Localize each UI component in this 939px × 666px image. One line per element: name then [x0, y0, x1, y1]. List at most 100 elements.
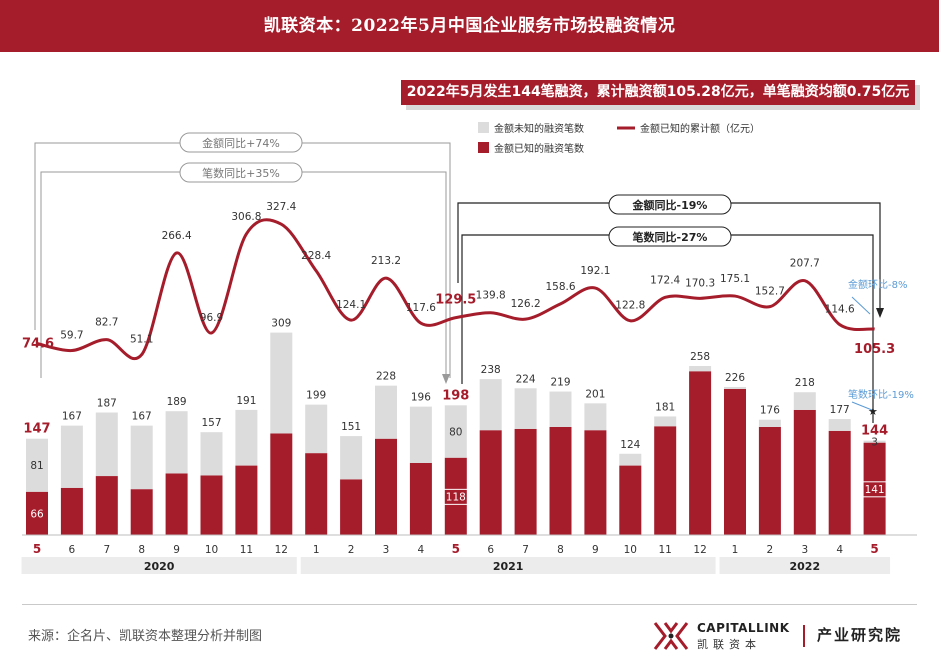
legend-amount-label: 金额已知的累计额（亿元）	[640, 122, 760, 135]
amount-line-layer	[36, 218, 875, 360]
summary-banner: 2022年5月发生144笔融资，累计融资额105.28亿元，单笔融资均额0.75…	[401, 80, 915, 105]
brand-block: CAPITALLINK 凯联资本 产业研究院	[651, 619, 921, 653]
bar-unknown	[340, 436, 363, 480]
x-tick-label: 7	[522, 544, 529, 556]
total-label: 228	[376, 371, 396, 383]
yoy-amount-2022-arrowhead	[876, 308, 884, 318]
yoy-count-2021-pill	[179, 162, 303, 183]
x-tick-label: 10	[624, 544, 637, 556]
amount-label: 139.8	[476, 290, 506, 302]
legend-known-swatch	[478, 142, 489, 153]
x-tick-label: 1	[732, 544, 739, 556]
x-tick-label: 3	[383, 544, 390, 556]
amount-label: 207.7	[790, 258, 820, 270]
total-label: 199	[306, 390, 326, 402]
total-label: 196	[411, 392, 431, 404]
x-tick-label: 10	[205, 544, 218, 556]
bar-unknown	[235, 409, 258, 466]
x-tick-label: 3	[801, 544, 808, 556]
amount-label: 129.5	[435, 293, 476, 308]
bar-unknown	[549, 391, 572, 427]
legend-known-label: 金额已知的融资笔数	[494, 142, 584, 155]
mom-count-star: ★	[868, 405, 878, 418]
bar-known	[270, 433, 293, 535]
total-label: 176	[760, 405, 780, 417]
amount-label: 96.9	[200, 312, 223, 324]
legend-unknown-swatch	[478, 122, 489, 133]
total-label: 167	[132, 411, 152, 423]
amount-label: 152.7	[755, 286, 785, 298]
total-label: 309	[271, 318, 291, 330]
bar-known	[828, 430, 851, 535]
bar-known	[95, 476, 118, 535]
bar-known	[130, 489, 153, 535]
source-note: 来源：企名片、凯联资本整理分析并制图	[28, 629, 263, 644]
bar-unknown	[26, 438, 48, 492]
year-band	[21, 557, 297, 574]
total-label: 151	[341, 421, 361, 433]
x-tick-label: 12	[275, 544, 288, 556]
bar-unknown	[619, 453, 642, 466]
total-label: 238	[481, 364, 501, 376]
bar-unknown	[200, 432, 223, 476]
capitallink-logo-icon	[653, 622, 689, 650]
bar-unknown	[130, 425, 153, 490]
yoy-count-2021-bracket	[40, 171, 447, 378]
amount-label: 306.8	[231, 211, 261, 223]
amount-label: 82.7	[95, 317, 118, 329]
total-label: 124	[620, 439, 640, 451]
bar-unknown	[305, 404, 328, 454]
mom-count-text: 笔数环比-19%	[848, 388, 914, 401]
amount-label: 228.4	[301, 250, 331, 262]
known-count-label: 141	[865, 484, 885, 496]
x-tick-label: 5	[33, 542, 41, 556]
bar-known	[479, 430, 502, 535]
bar-unknown	[409, 406, 432, 463]
bar-unknown	[724, 386, 746, 389]
amount-label: 327.4	[266, 201, 296, 213]
amount-label: 213.2	[371, 255, 401, 267]
bar-known	[758, 426, 781, 535]
amount-label: 124.1	[336, 299, 366, 311]
legend-unknown-label: 金额未知的融资笔数	[494, 122, 584, 135]
amount-label: 105.3	[854, 342, 895, 357]
yoy-count-2022-text: 笔数同比-27%	[633, 230, 708, 244]
total-label: 157	[201, 417, 221, 429]
total-label: 181	[655, 401, 675, 413]
x-tick-label: 2	[767, 544, 774, 556]
total-label: 218	[795, 377, 815, 389]
bar-known	[305, 453, 328, 535]
x-tick-label: 8	[557, 544, 564, 556]
unknown-count-label: 80	[449, 427, 462, 439]
yoy-amount-2021-pill	[179, 132, 303, 153]
amount-label: 74.6	[22, 337, 54, 352]
bar-known	[409, 462, 432, 535]
amount-label: 114.6	[825, 304, 855, 316]
yoy-amount-2022-text: 金额同比-19%	[632, 198, 708, 212]
bar-known	[375, 438, 397, 535]
x-tick-label: 5	[452, 542, 460, 556]
total-label: 187	[97, 398, 117, 410]
bar-unknown	[60, 425, 83, 488]
bar-known	[165, 473, 188, 535]
year-label: 2021	[493, 560, 524, 573]
total-label: 219	[550, 377, 570, 389]
year-band	[719, 557, 891, 574]
mom-count-arrow	[851, 401, 873, 411]
bar-known	[514, 428, 537, 535]
mom-amount-arrow	[851, 296, 871, 315]
x-tick-label: 7	[103, 544, 110, 556]
total-label: 224	[516, 373, 536, 385]
brand-english: CAPITALLINK	[697, 621, 790, 635]
page-title: 凯联资本：2022年5月中国企业服务市场投融资情况	[0, 0, 939, 52]
known-count-label: 118	[446, 491, 466, 503]
legend: 金额未知的融资笔数 金额已知的融资笔数 金额已知的累计额（亿元）	[478, 122, 760, 155]
known-count-frame	[443, 488, 469, 505]
bar-known	[654, 426, 677, 535]
yoy-2021-arrowhead	[442, 374, 450, 384]
total-label: 191	[236, 395, 256, 407]
bar-unknown	[793, 392, 816, 410]
bar-unknown	[863, 440, 886, 443]
bar-known	[60, 487, 83, 535]
